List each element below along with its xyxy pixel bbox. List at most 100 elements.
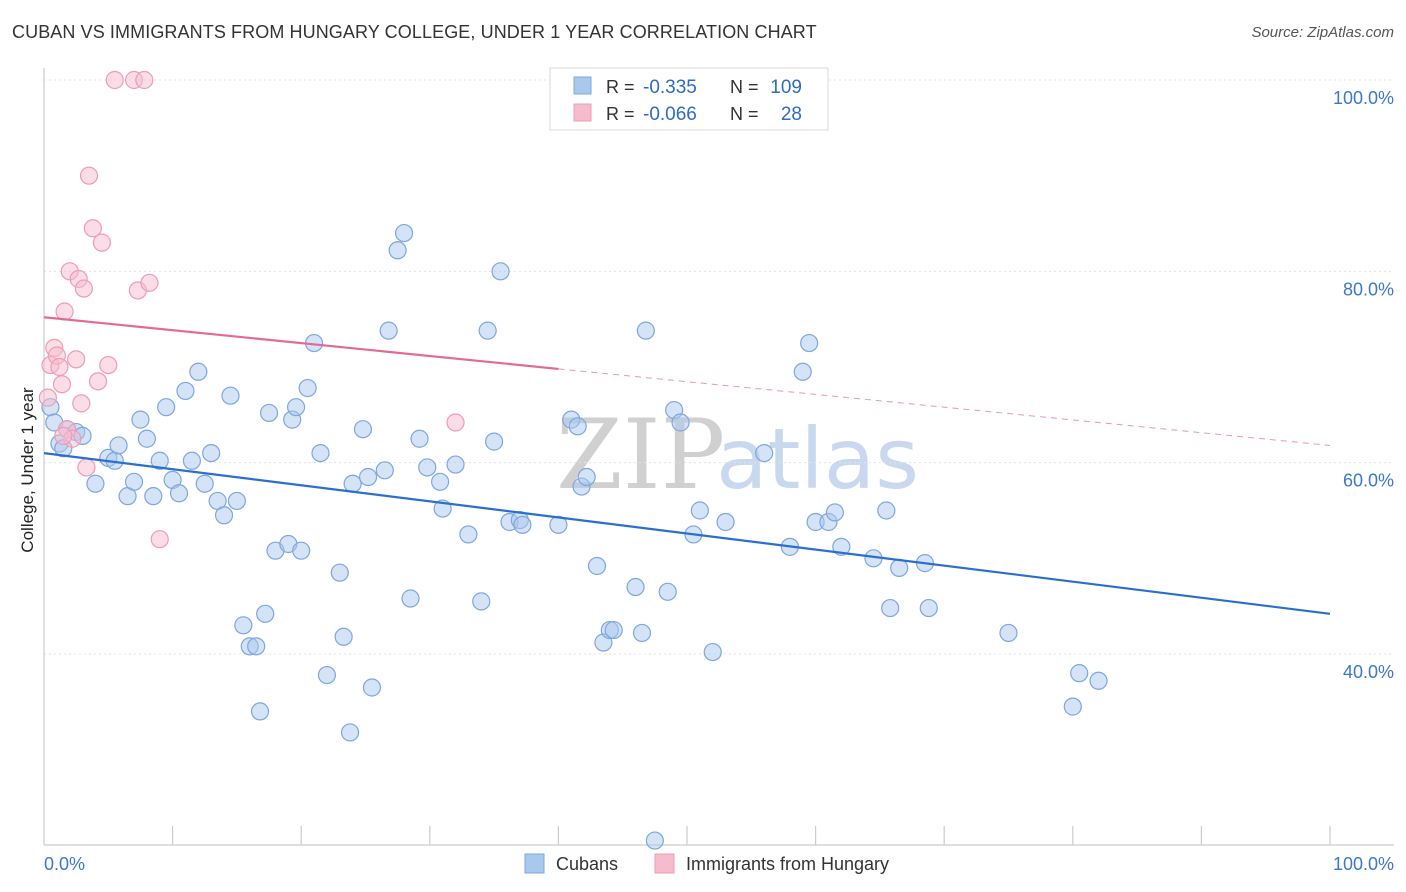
data-point-hungary: [105, 70, 124, 90]
data-point-cubans: [195, 474, 214, 493]
data-point-cubans: [144, 487, 163, 506]
data-point-cubans: [388, 241, 407, 260]
data-point-cubans: [150, 451, 169, 470]
legend-swatch-cubans: [524, 853, 545, 874]
data-point-hungary: [67, 350, 86, 369]
data-point-cubans: [292, 541, 311, 560]
stats-n-value-cubans: 109: [770, 77, 802, 98]
x-tick-label-max: 100.0%: [1333, 854, 1394, 874]
data-point-cubans: [311, 444, 330, 463]
data-point-cubans: [825, 503, 844, 522]
data-point-cubans: [358, 467, 378, 487]
data-point-cubans: [626, 577, 645, 597]
data-point-cubans: [375, 461, 394, 480]
data-point-cubans: [472, 592, 491, 611]
data-point-hungary: [55, 302, 74, 321]
trend-line-cubans: [43, 452, 1331, 615]
data-point-cubans: [491, 262, 510, 281]
stats-r-label-cubans: R =: [606, 77, 635, 97]
data-point-cubans: [317, 665, 337, 685]
legend-label-hungary: Immigrants from Hungary: [686, 854, 889, 874]
data-point-cubans: [881, 598, 900, 618]
data-point-cubans: [379, 321, 398, 340]
stats-legend-box: R = -0.335 N = 109 R = -0.066 N = 28: [549, 67, 829, 131]
series-hungary: [38, 70, 465, 549]
axes: [43, 68, 1394, 846]
chart-source: Source: ZipAtlas.com: [1251, 24, 1394, 41]
data-point-cubans: [394, 223, 414, 243]
data-point-cubans: [690, 501, 709, 520]
data-point-cubans: [832, 537, 851, 556]
legend-swatch-hungary: [654, 853, 675, 874]
data-point-cubans: [632, 623, 652, 643]
stats-swatch-cubans: [573, 76, 592, 95]
data-point-cubans: [658, 582, 677, 601]
data-point-cubans: [1070, 664, 1089, 683]
data-point-hungary: [50, 357, 69, 377]
data-point-cubans: [137, 429, 156, 448]
data-point-cubans: [568, 417, 587, 436]
data-point-cubans: [1063, 697, 1082, 716]
legend-label-cubans: Cubans: [556, 854, 618, 874]
x-tick-label-min: 0.0%: [44, 854, 85, 874]
data-point-cubans: [234, 616, 253, 635]
data-point-hungary: [83, 219, 102, 238]
data-point-cubans: [890, 558, 909, 578]
chart-title: CUBAN VS IMMIGRANTS FROM HUNGARY COLLEGE…: [12, 22, 817, 42]
data-point-cubans: [86, 474, 105, 493]
data-point-cubans: [259, 403, 279, 423]
stats-n-value-hungary: 28: [781, 104, 802, 125]
y-tick-label: 80.0%: [1343, 279, 1394, 299]
data-point-cubans: [919, 598, 938, 618]
data-point-cubans: [671, 413, 690, 432]
stats-n-label-cubans: N =: [730, 77, 759, 97]
data-point-cubans: [214, 506, 234, 525]
data-point-cubans: [221, 386, 240, 405]
trend-lines: [43, 316, 1331, 615]
data-point-hungary: [140, 273, 159, 292]
data-point-hungary: [72, 394, 91, 413]
data-point-cubans: [716, 512, 735, 532]
data-point-cubans: [157, 398, 176, 417]
data-point-cubans: [645, 831, 664, 850]
data-point-cubans: [189, 362, 208, 381]
data-point-cubans: [330, 563, 349, 582]
data-point-cubans: [109, 436, 128, 455]
data-point-hungary: [38, 388, 57, 407]
data-point-cubans: [577, 467, 596, 487]
data-point-cubans: [793, 362, 812, 381]
data-point-cubans: [247, 637, 266, 656]
data-point-cubans: [485, 432, 504, 451]
data-point-cubans: [401, 589, 420, 608]
stats-r-label-hungary: R =: [606, 104, 635, 124]
data-point-cubans: [755, 444, 774, 463]
data-point-cubans: [227, 491, 246, 511]
data-point-cubans: [604, 620, 623, 640]
data-point-cubans: [202, 444, 221, 463]
data-point-cubans: [446, 455, 465, 474]
data-point-cubans: [410, 429, 429, 448]
stats-r-value-cubans: -0.335: [643, 77, 697, 98]
series-cubans: [41, 223, 1108, 850]
data-point-hungary: [88, 372, 108, 391]
watermark-atlas: atlas: [716, 410, 919, 508]
data-point-cubans: [478, 321, 497, 340]
data-point-cubans: [418, 458, 437, 477]
data-point-cubans: [176, 381, 195, 401]
data-point-hungary: [135, 70, 154, 90]
watermark: ZIP atlas: [556, 399, 919, 511]
data-point-cubans: [430, 472, 450, 491]
data-point-cubans: [877, 501, 896, 520]
data-point-cubans: [587, 556, 607, 576]
stats-swatch-hungary: [573, 103, 592, 122]
data-point-cubans: [286, 398, 306, 417]
trend-line-hungary: [43, 316, 559, 371]
y-tick-label: 60.0%: [1343, 471, 1394, 491]
bottom-legend: Cubans Immigrants from Hungary: [524, 853, 889, 874]
data-point-cubans: [343, 474, 362, 493]
data-point-cubans: [340, 723, 360, 742]
data-point-cubans: [800, 333, 819, 353]
stats-r-value-hungary: -0.066: [643, 104, 697, 125]
y-tick-labels: 100.0% 80.0% 60.0% 40.0%: [1333, 88, 1394, 682]
data-point-hungary: [52, 375, 72, 394]
